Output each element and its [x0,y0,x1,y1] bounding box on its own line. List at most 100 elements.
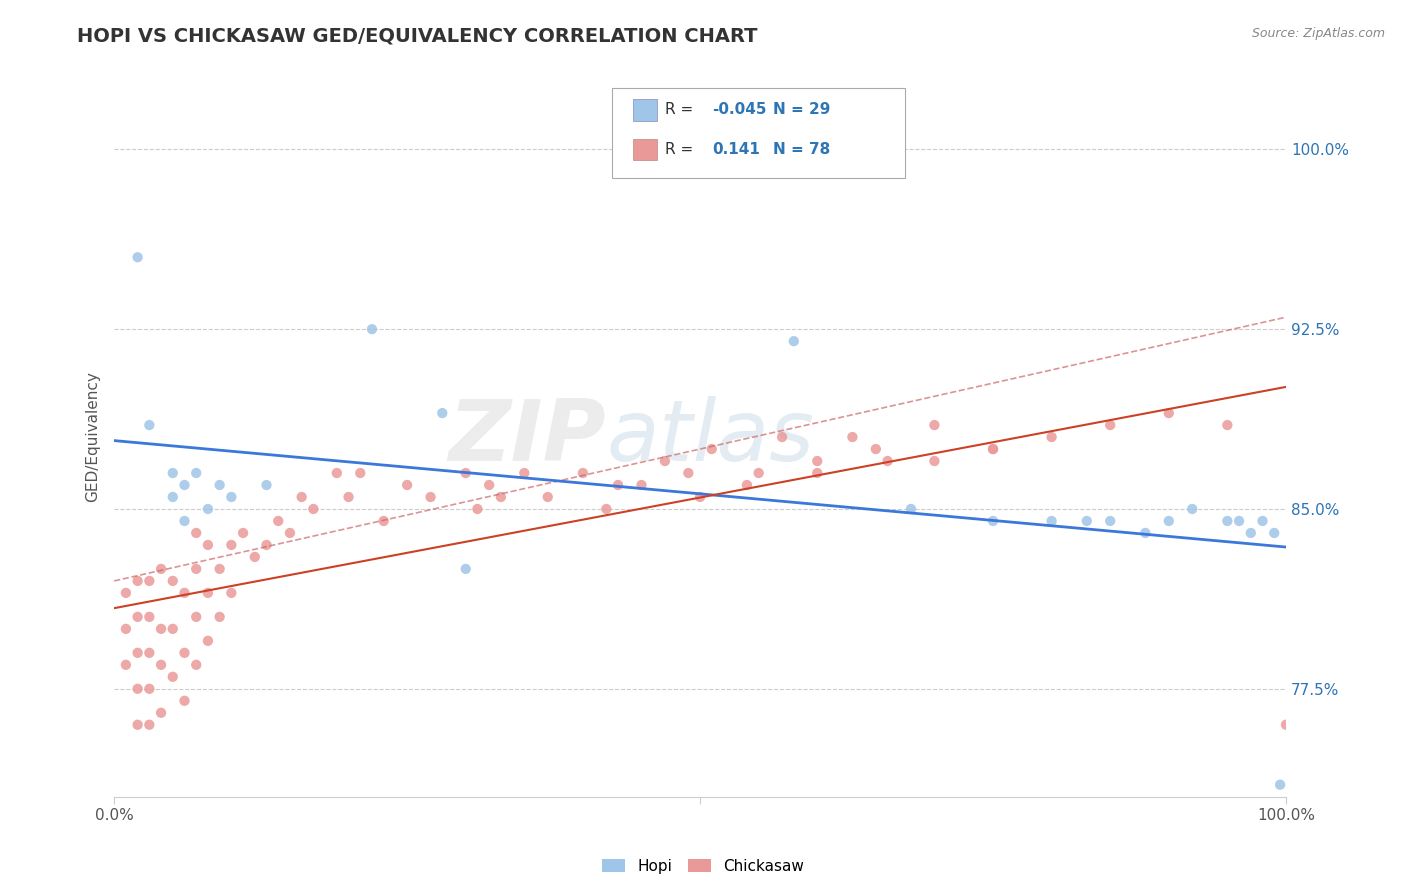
Point [1216,418,1239,433]
Point [1240,525,1263,540]
Point [138,574,160,588]
FancyBboxPatch shape [612,88,905,178]
Text: HOPI VS CHICKASAW GED/EQUIVALENCY CORRELATION CHART: HOPI VS CHICKASAW GED/EQUIVALENCY CORREL… [77,27,758,45]
Point [654,454,676,468]
Point [419,490,441,504]
Point [115,586,138,600]
Point [1157,514,1180,528]
Point [513,466,536,480]
Point [127,574,149,588]
Point [173,478,195,492]
Point [127,610,149,624]
Point [489,490,512,504]
Point [1251,514,1274,528]
Point [256,538,278,552]
Point [770,430,793,444]
Text: 0.141: 0.141 [711,142,759,157]
Point [396,478,419,492]
Point [595,502,617,516]
Point [689,490,711,504]
Point [127,681,149,696]
Text: -0.045: -0.045 [711,103,766,118]
Point [138,681,160,696]
Point [748,466,770,480]
Point [981,442,1004,456]
Point [981,514,1004,528]
Point [186,657,208,672]
Point [221,490,243,504]
Point [981,442,1004,456]
Point [232,525,254,540]
Point [924,454,946,468]
Point [243,549,266,564]
Point [806,454,828,468]
Point [454,562,477,576]
Point [173,646,195,660]
Point [291,490,314,504]
Point [138,418,160,433]
Point [572,466,595,480]
Point [186,525,208,540]
Point [1040,514,1063,528]
Point [173,586,195,600]
Point [1099,514,1122,528]
Point [1227,514,1250,528]
Point [678,466,700,480]
Point [267,514,290,528]
Point [349,466,371,480]
Point [630,478,652,492]
Point [162,670,184,684]
Point [1099,418,1122,433]
Point [197,586,219,600]
Point [1040,430,1063,444]
Legend: Hopi, Chickasaw: Hopi, Chickasaw [596,853,810,880]
Point [162,490,184,504]
Point [173,694,195,708]
Text: atlas: atlas [606,395,814,478]
Point [256,478,278,492]
Point [1181,502,1204,516]
Point [162,466,184,480]
Point [876,454,898,468]
Point [221,538,243,552]
Point [841,430,863,444]
Point [467,502,489,516]
Text: Source: ZipAtlas.com: Source: ZipAtlas.com [1251,27,1385,40]
Point [208,562,231,576]
Point [197,633,219,648]
Point [326,466,349,480]
Point [115,622,138,636]
Point [337,490,360,504]
Point [127,718,149,732]
Point [865,442,887,456]
Point [186,610,208,624]
Point [138,646,160,660]
Point [186,562,208,576]
FancyBboxPatch shape [633,138,657,161]
Point [373,514,395,528]
Text: R =: R = [665,103,693,118]
Point [150,622,173,636]
Point [1076,514,1098,528]
Point [278,525,301,540]
Point [150,657,173,672]
Point [197,502,219,516]
Point [1157,406,1180,420]
Text: R =: R = [665,142,693,157]
Point [162,574,184,588]
Point [735,478,758,492]
Point [150,706,173,720]
Point [138,610,160,624]
Point [1263,525,1285,540]
Point [127,646,149,660]
Point [806,466,828,480]
FancyBboxPatch shape [633,99,657,120]
Point [924,418,946,433]
Point [302,502,325,516]
Point [454,466,477,480]
Text: ZIP: ZIP [449,395,606,478]
Point [607,478,630,492]
Point [1275,718,1298,732]
Point [1135,525,1157,540]
Point [783,334,806,348]
